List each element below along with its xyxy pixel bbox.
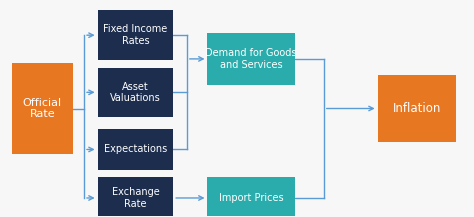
- Text: Demand for Goods
and Services: Demand for Goods and Services: [205, 48, 297, 70]
- FancyBboxPatch shape: [98, 178, 173, 217]
- FancyBboxPatch shape: [98, 129, 173, 170]
- Text: Official
Rate: Official Rate: [23, 98, 62, 119]
- Text: Fixed Income
Rates: Fixed Income Rates: [103, 24, 167, 46]
- Text: Expectations: Expectations: [104, 145, 167, 155]
- FancyBboxPatch shape: [208, 33, 295, 85]
- FancyBboxPatch shape: [11, 63, 73, 154]
- Text: Inflation: Inflation: [392, 102, 441, 115]
- FancyBboxPatch shape: [378, 75, 456, 142]
- Text: Exchange
Rate: Exchange Rate: [111, 187, 159, 209]
- FancyBboxPatch shape: [98, 10, 173, 60]
- Text: Import Prices: Import Prices: [219, 193, 283, 203]
- FancyBboxPatch shape: [98, 67, 173, 117]
- Text: Asset
Valuations: Asset Valuations: [110, 82, 161, 103]
- FancyBboxPatch shape: [208, 178, 295, 217]
